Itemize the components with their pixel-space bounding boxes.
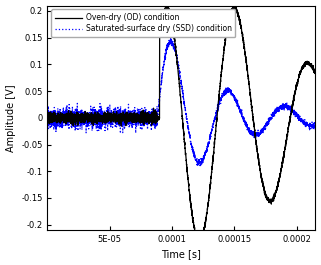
Oven-dry (OD) condition <box>240 33 244 36</box>
Oven-dry (OD) condition <box>173 39 177 42</box>
Oven-dry (OD) condition <box>197 241 201 244</box>
Saturated-surface dry (SSD) condition <box>314 123 317 126</box>
Y-axis label: Amplitude [V]: Amplitude [V] <box>5 84 15 152</box>
Saturated-surface dry (SSD) condition <box>173 47 177 50</box>
Oven-dry (OD) condition <box>160 19 164 22</box>
Saturated-surface dry (SSD) condition <box>305 121 309 124</box>
Oven-dry (OD) condition <box>158 32 162 35</box>
Legend: Oven-dry (OD) condition, Saturated-surface dry (SSD) condition: Oven-dry (OD) condition, Saturated-surfa… <box>51 9 235 37</box>
Line: Oven-dry (OD) condition: Oven-dry (OD) condition <box>47 6 316 242</box>
Saturated-surface dry (SSD) condition <box>160 75 164 78</box>
Saturated-surface dry (SSD) condition <box>169 37 173 40</box>
Oven-dry (OD) condition <box>165 4 169 7</box>
Saturated-surface dry (SSD) condition <box>45 114 49 117</box>
Oven-dry (OD) condition <box>305 61 309 65</box>
Saturated-surface dry (SSD) condition <box>240 115 244 118</box>
Saturated-surface dry (SSD) condition <box>292 109 296 113</box>
Saturated-surface dry (SSD) condition <box>158 92 162 95</box>
Oven-dry (OD) condition <box>292 94 296 97</box>
X-axis label: Time [s]: Time [s] <box>161 249 201 259</box>
Saturated-surface dry (SSD) condition <box>199 165 203 168</box>
Oven-dry (OD) condition <box>314 72 317 75</box>
Line: Saturated-surface dry (SSD) condition: Saturated-surface dry (SSD) condition <box>47 39 316 166</box>
Oven-dry (OD) condition <box>45 112 49 115</box>
